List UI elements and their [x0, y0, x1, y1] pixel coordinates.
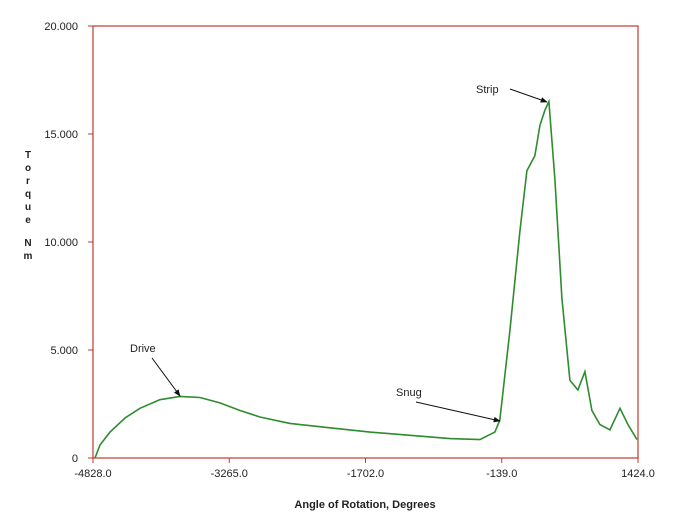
annotation-arrow: [415, 401, 501, 423]
x-tick-label: 1424.0: [621, 468, 655, 480]
x-tick-label: -3265.0: [211, 468, 248, 480]
y-tick-label: 0: [72, 453, 78, 465]
annotation-arrow: [509, 88, 548, 103]
data-line: [94, 98, 638, 459]
x-axis-label: Angle of Rotation, Degrees: [294, 499, 435, 511]
y-tick-label: 15.000: [44, 129, 78, 141]
x-tick-label: -4828.0: [74, 468, 111, 480]
y-tick-label: 20.000: [44, 21, 78, 33]
y-axis-label: Torque: [23, 150, 34, 228]
x-tick-label: -139.0: [486, 468, 517, 480]
x-tick-label: -1702.0: [347, 468, 384, 480]
annotation: Strip: [476, 84, 499, 96]
annotation-arrow: [151, 357, 181, 397]
y-axis-label: Nm: [23, 238, 34, 264]
y-tick-label: 10.000: [44, 237, 78, 249]
plot-frame: [92, 25, 639, 459]
annotation: Drive: [130, 343, 156, 355]
y-tick-label: 5.000: [50, 345, 78, 357]
annotation: Snug: [396, 387, 422, 399]
